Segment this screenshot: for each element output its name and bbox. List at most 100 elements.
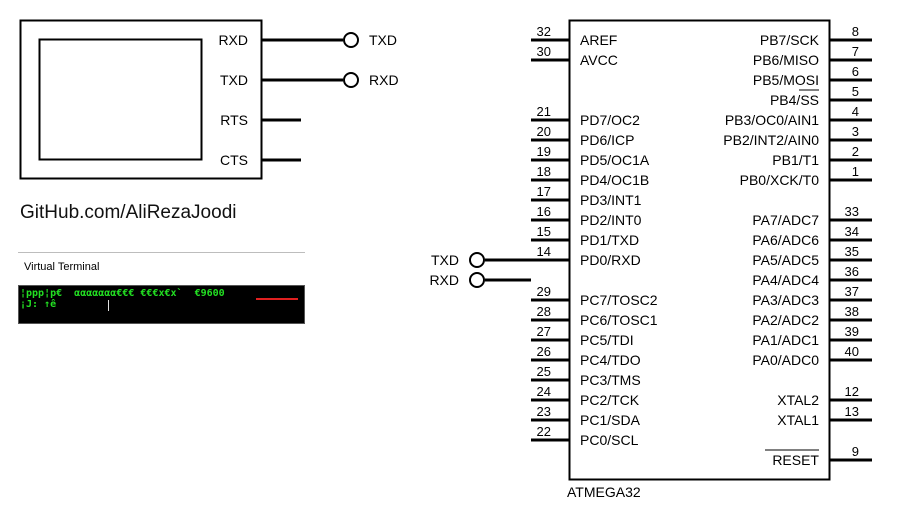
- mcu-left-pin[interactable]: 32 AREF: [531, 24, 617, 48]
- mcu-left-pin[interactable]: 16 PD2/INT0: [531, 204, 642, 228]
- pin-number: 5: [852, 84, 859, 99]
- virtual-terminal-window[interactable]: Virtual Terminal ¦ppp¦p€ ααααααα€€€ €€€x…: [18, 252, 305, 326]
- mcu-right-pin[interactable]: 36 PA4/ADC4: [752, 264, 872, 288]
- mcu-left-pin[interactable]: 18 PD4/OC1B: [531, 164, 649, 188]
- mcu-right-pin[interactable]: 34 PA6/ADC6: [752, 224, 872, 248]
- mcu-right-pin[interactable]: 8 PB7/SCK: [760, 24, 872, 48]
- pin-label: PB7/SCK: [760, 32, 820, 48]
- mcu-left-pin[interactable]: 20 PD6/ICP: [531, 124, 634, 148]
- mcu-component[interactable]: ATMEGA32 32AREF30AVCC21PD7/OC220PD6/ICP1…: [429, 19, 872, 501]
- underline-marker: [256, 298, 298, 300]
- watermark-text: GitHub.com/AliRezaJoodi: [20, 202, 237, 223]
- divider: [18, 252, 305, 253]
- pin-number: 32: [537, 24, 551, 39]
- mcu-left-pin[interactable]: 26 PC4/TDO: [531, 344, 641, 368]
- virtual-terminal-component[interactable]: RXD TXD RTS CTS TXD RXD: [19, 19, 399, 180]
- pin-label: PA5/ADC5: [752, 252, 819, 268]
- mcu-right-pin[interactable]: 33 PA7/ADC7: [752, 204, 872, 228]
- mcu-right-pin[interactable]: 40 PA0/ADC0: [752, 344, 872, 368]
- pin-number: 38: [845, 304, 859, 319]
- mcu-right-pin[interactable]: 1 PB0/XCK/T0: [740, 164, 872, 188]
- mcu-left-pin[interactable]: 28 PC6/TOSC1: [531, 304, 658, 328]
- mcu-right-pin[interactable]: 13 XTAL1: [777, 404, 872, 428]
- mcu-right-pin[interactable]: 38 PA2/ADC2: [752, 304, 872, 328]
- pin-number: 30: [537, 44, 551, 59]
- mcu-name: ATMEGA32: [567, 484, 641, 500]
- mcu-left-pin[interactable]: 15 PD1/TXD: [531, 224, 639, 248]
- mcu-left-pin[interactable]: 22 PC0/SCL: [531, 424, 639, 448]
- mcu-right-pin[interactable]: 3 PB2/INT2/AIN0: [723, 124, 872, 148]
- mcu-left-pin[interactable]: 23 PC1/SDA: [531, 404, 641, 428]
- mcu-left-pin[interactable]: 14 PD0/RXD: [531, 244, 641, 268]
- mcu-right-pin[interactable]: 6 PB5/MOSI: [753, 64, 872, 88]
- pin-label: PC0/SCL: [580, 432, 639, 448]
- pin-label: PC3/TMS: [580, 372, 641, 388]
- mcu-left-pins: 32 AREF 30 AVCC 21 PD7/OC2 20 PD6/ICP 19 PD5/OC1A…: [531, 24, 658, 448]
- terminal-connector-label-txd: TXD: [369, 32, 397, 48]
- mcu-right-pin[interactable]: 2 PB1/T1: [772, 144, 872, 168]
- terminal-pin-rxd: RXD: [218, 32, 248, 48]
- pin-number: 37: [845, 284, 859, 299]
- pin-number: 15: [537, 224, 551, 239]
- terminal-connector-label-rxd: RXD: [369, 72, 399, 88]
- pin-label: PB2/INT2/AIN0: [723, 132, 819, 148]
- pin-label: PC5/TDI: [580, 332, 634, 348]
- mcu-right-pin[interactable]: 39 PA1/ADC1: [752, 324, 872, 348]
- mcu-left-pin[interactable]: 19 PD5/OC1A: [531, 144, 650, 168]
- mcu-connector-txd[interactable]: [469, 252, 485, 268]
- terminal-screen: [38, 38, 203, 161]
- pin-label: AREF: [580, 32, 617, 48]
- terminal-body: [19, 19, 263, 180]
- mcu-right-pin[interactable]: 7 PB6/MISO: [753, 44, 872, 68]
- pin-number: 34: [845, 224, 859, 239]
- mcu-right-pins: 8 PB7/SCK 7 PB6/MISO 6 PB5/MOSI 5 PB4/SS 4 PB3/OC…: [723, 24, 872, 468]
- pin-label: PA1/ADC1: [752, 332, 819, 348]
- pin-number: 6: [852, 64, 859, 79]
- mcu-right-pin[interactable]: 5 PB4/SS: [770, 84, 872, 108]
- mcu-left-pin[interactable]: 25 PC3/TMS: [531, 364, 641, 388]
- terminal-connector-rxd[interactable]: [343, 72, 359, 88]
- mcu-left-pin[interactable]: 29 PC7/TOSC2: [531, 284, 658, 308]
- mcu-left-pin[interactable]: 24 PC2/TCK: [531, 384, 640, 408]
- pin-number: 4: [852, 104, 859, 119]
- pin-label: PC7/TOSC2: [580, 292, 658, 308]
- pin-label: XTAL2: [777, 392, 819, 408]
- pin-number: 17: [537, 184, 551, 199]
- pin-label: PB4/SS: [770, 92, 819, 108]
- pin-label: PC4/TDO: [580, 352, 641, 368]
- pin-number: 8: [852, 24, 859, 39]
- pin-label: PA7/ADC7: [752, 212, 819, 228]
- terminal-connector-txd[interactable]: [343, 32, 359, 48]
- pin-number: 25: [537, 364, 551, 379]
- mcu-right-pin[interactable]: 9 RESET: [765, 444, 872, 468]
- mcu-left-pin[interactable]: 27 PC5/TDI: [531, 324, 634, 348]
- pin-label: RESET: [772, 452, 819, 468]
- virtual-terminal-screen[interactable]: ¦ppp¦p€ ααααααα€€€ €€€x€x` €9600 ¡J: ↑ê: [18, 285, 305, 324]
- terminal-output-line-1: ¦ppp¦p€ ααααααα€€€ €€€x€x` €9600: [20, 288, 225, 299]
- terminal-pin-rts: RTS: [220, 112, 248, 128]
- text-cursor: [108, 300, 109, 311]
- pin-label: PD1/TXD: [580, 232, 639, 248]
- mcu-connector-rxd[interactable]: [469, 272, 485, 288]
- pin-number: 29: [537, 284, 551, 299]
- pin-label: PC6/TOSC1: [580, 312, 658, 328]
- pin-label: PD2/INT0: [580, 212, 642, 228]
- mcu-connector-label-rxd: RXD: [429, 272, 459, 288]
- pin-label: PD5/OC1A: [580, 152, 650, 168]
- mcu-right-pin[interactable]: 4 PB3/OC0/AIN1: [725, 104, 872, 128]
- pin-number: 24: [537, 384, 551, 399]
- mcu-left-pin[interactable]: 21 PD7/OC2: [531, 104, 640, 128]
- pin-label: PA6/ADC6: [752, 232, 819, 248]
- mcu-left-pin[interactable]: 17 PD3/INT1: [531, 184, 642, 208]
- pin-number: 3: [852, 124, 859, 139]
- terminal-pin-cts: CTS: [220, 152, 248, 168]
- pin-number: 39: [845, 324, 859, 339]
- mcu-right-pin[interactable]: 12 XTAL2: [777, 384, 872, 408]
- pin-number: 1: [852, 164, 859, 179]
- mcu-right-pin[interactable]: 37 PA3/ADC3: [752, 284, 872, 308]
- mcu-left-pin[interactable]: 30 AVCC: [531, 44, 618, 68]
- pin-label: PD7/OC2: [580, 112, 640, 128]
- mcu-right-pin[interactable]: 35 PA5/ADC5: [752, 244, 872, 268]
- virtual-terminal-title: Virtual Terminal: [24, 261, 100, 273]
